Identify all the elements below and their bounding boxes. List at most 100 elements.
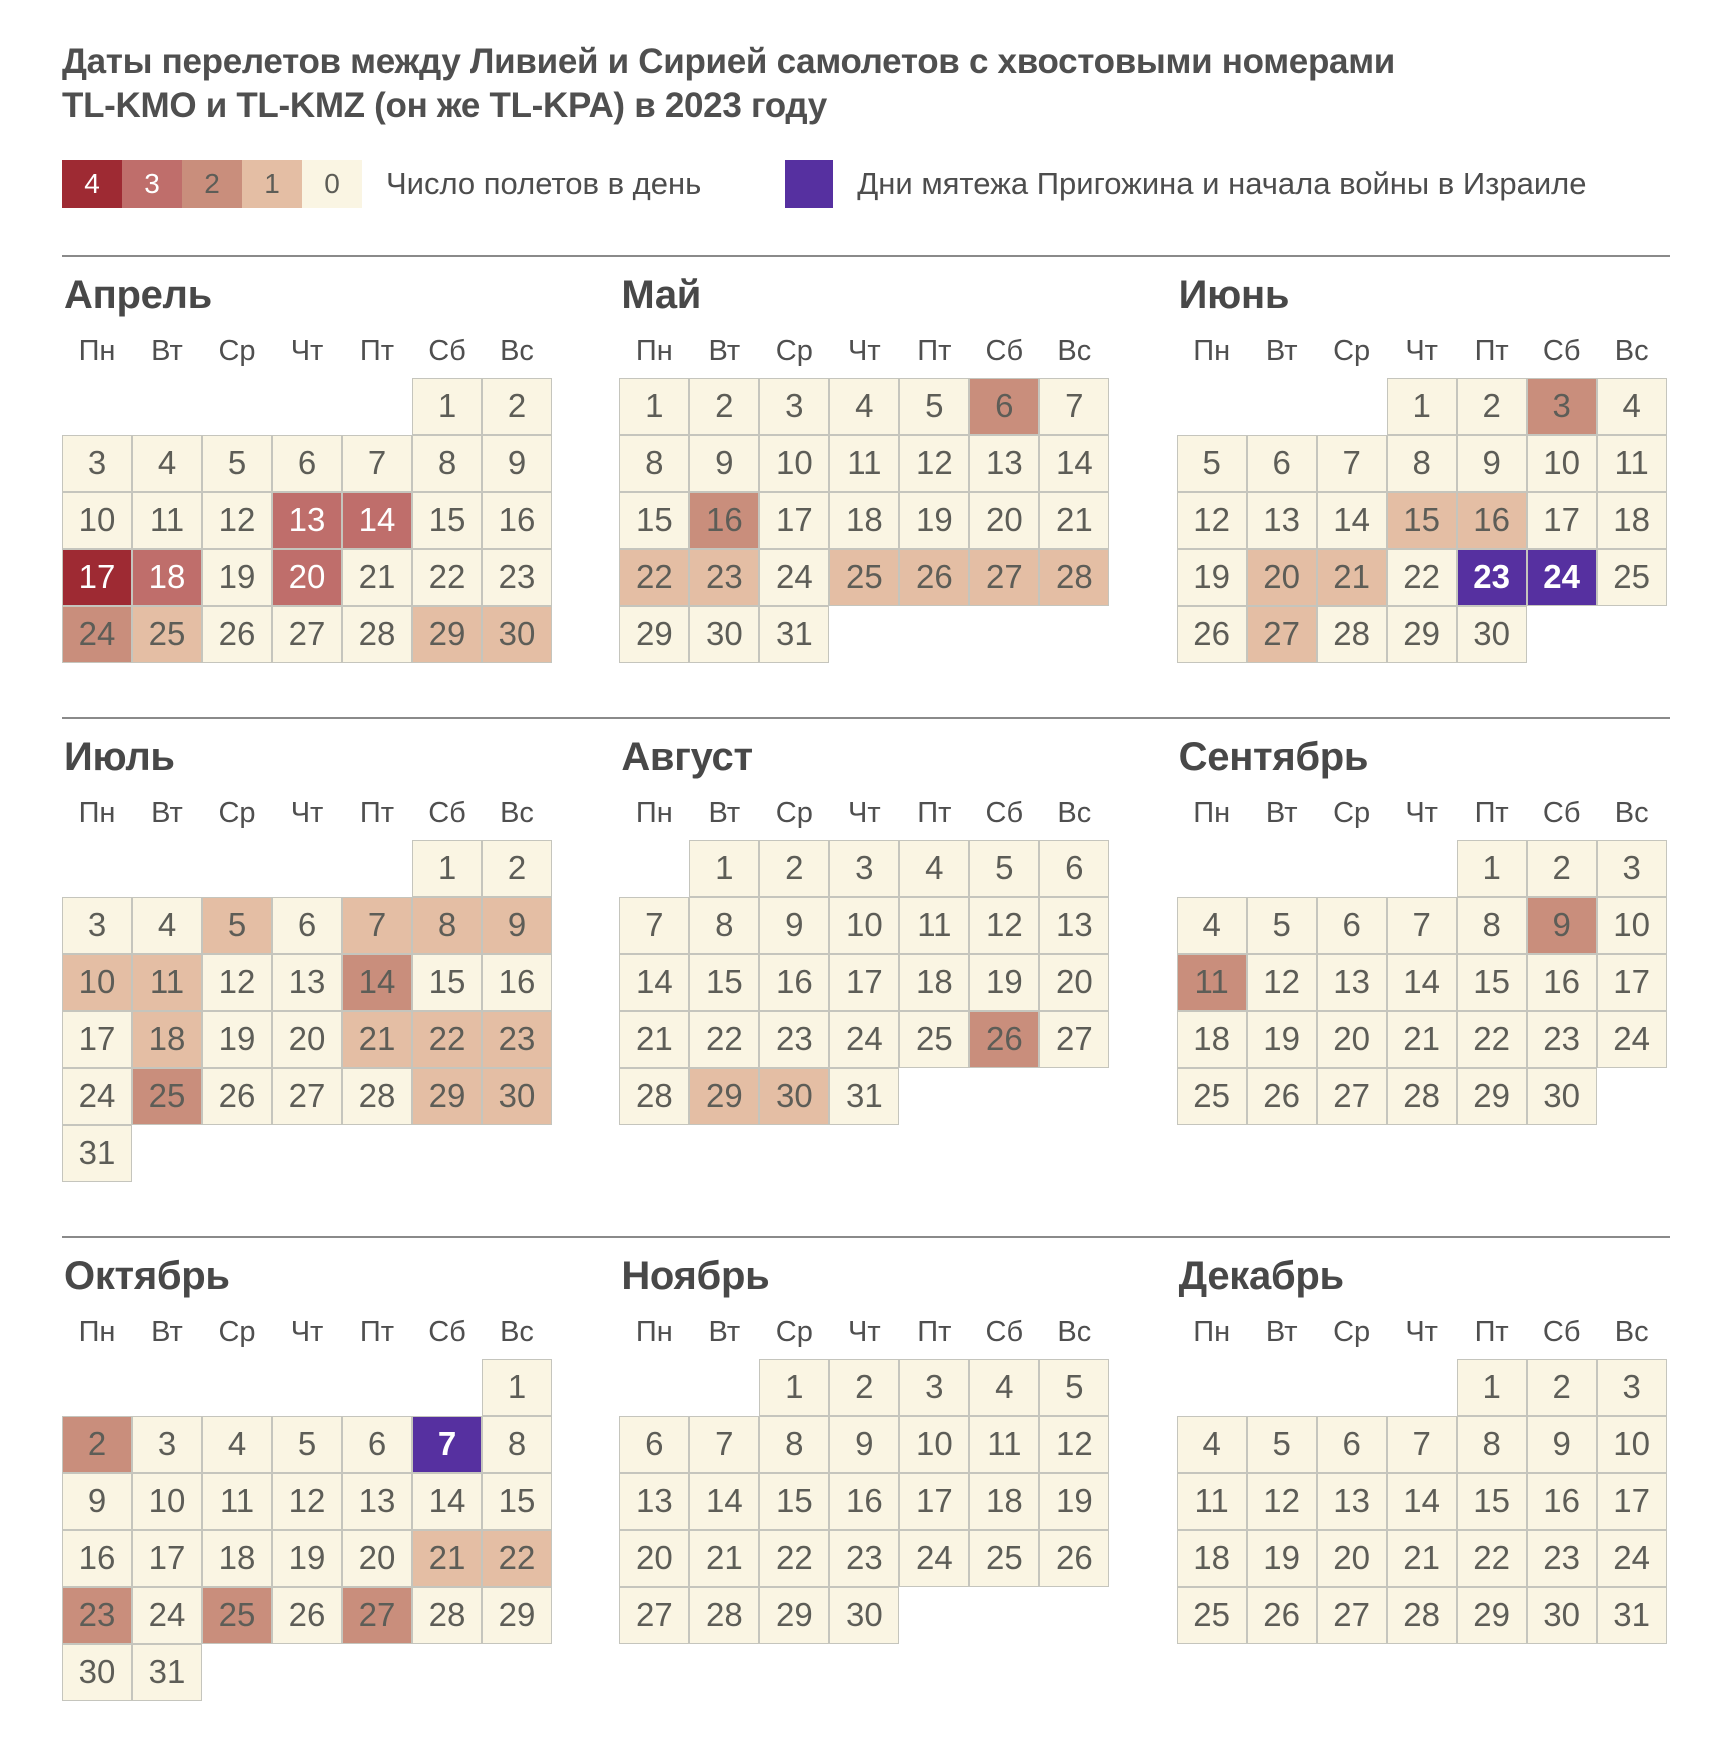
day-cell: 25 [132, 605, 202, 663]
weekday-header: Вт [708, 1315, 741, 1348]
weekday-header: Чт [848, 796, 881, 829]
day-cell: 24 [899, 1529, 970, 1587]
day-placeholder [342, 1359, 412, 1416]
day-cell: 18 [1176, 1529, 1247, 1587]
weekday-header: Чт [290, 334, 324, 367]
day-cell: 28 [619, 1067, 690, 1125]
weekday-header: Вс [500, 334, 534, 367]
month-Июль: Июль Пн Вт Ср Чт Пт Сб Вс 1 2 3 4 5 6 7 8 9 10 11 12 13 14 15 1… [62, 729, 555, 1182]
day-cell: 19 [1246, 1010, 1317, 1068]
day-cell: 8 [759, 1415, 830, 1473]
weekday-header: Пт [917, 334, 952, 367]
day-cell: 25 [969, 1529, 1040, 1587]
day-cell: 29 [412, 1067, 482, 1125]
day-cell: 12 [202, 491, 272, 549]
day-placeholder [62, 840, 132, 897]
day-cell: 1 [689, 839, 760, 897]
day-placeholder [1387, 1359, 1457, 1416]
day-placeholder [62, 378, 132, 435]
day-cell: 10 [62, 953, 132, 1011]
day-cell: 12 [969, 896, 1040, 954]
weekday-header: Ср [775, 796, 813, 829]
weekday-header: Пн [78, 1315, 116, 1348]
day-cell: 30 [829, 1586, 900, 1644]
day-cell: 20 [1316, 1010, 1387, 1068]
legend-special-label: Дни мятежа Пригожина и начала войны в Из… [857, 165, 1587, 201]
day-cell: 7 [1039, 377, 1110, 435]
day-cell: 2 [689, 377, 760, 435]
day-cell: 7 [342, 896, 412, 954]
day-placeholder [1177, 840, 1247, 897]
day-cell-special: 23 [1456, 548, 1527, 606]
weekday-header: Ср [1333, 334, 1371, 367]
day-cell: 30 [689, 605, 760, 663]
day-cell: 13 [1246, 491, 1317, 549]
weekday-header: Вс [1614, 334, 1649, 367]
day-cell: 13 [1039, 896, 1110, 954]
day-cell: 10 [1526, 434, 1597, 492]
day-cell: 11 [1176, 953, 1247, 1011]
day-cell: 9 [759, 896, 830, 954]
day-cell: 11 [1596, 434, 1667, 492]
day-placeholder [342, 378, 412, 435]
month-Декабрь: Декабрь Пн Вт Ср Чт Пт Сб Вс 1 2 3 4 5 6 7 8 9 10 11 12 13 14… [1176, 1248, 1670, 1701]
weekday-header: Пн [635, 796, 673, 829]
day-cell-special: 24 [1526, 548, 1597, 606]
day-cell: 2 [1526, 1358, 1597, 1416]
day-cell: 5 [1039, 1358, 1110, 1416]
day-cell: 27 [1316, 1586, 1387, 1644]
day-cell: 12 [272, 1472, 342, 1530]
day-cell: 10 [62, 491, 132, 549]
day-cell: 26 [202, 1067, 272, 1125]
day-cell-special: 7 [412, 1415, 482, 1473]
day-cell: 6 [1316, 896, 1387, 954]
weekday-header: Пт [359, 796, 395, 829]
day-cell: 1 [412, 839, 482, 897]
month-Октябрь: Октябрь Пн Вт Ср Чт Пт Сб Вс 1 2 3 4 5 6 7 8 9 10 11 12 13 14… [62, 1248, 555, 1701]
weekday-header: Вт [151, 334, 183, 367]
day-placeholder [689, 1359, 759, 1416]
day-cell: 6 [342, 1415, 412, 1473]
day-cell: 24 [829, 1010, 900, 1068]
weekday-header: Пт [359, 1315, 395, 1348]
day-cell: 5 [899, 377, 970, 435]
day-cell: 26 [1176, 605, 1247, 663]
day-cell: 22 [412, 1010, 482, 1068]
day-grid: 1 2 3 4 5 6 7 8 9 10 11 12 13 14 15 16 17 18 19 20 21 22 23 24 2… [619, 839, 1112, 1125]
weekday-header: Пт [359, 334, 395, 367]
day-cell: 12 [1176, 491, 1247, 549]
day-cell: 14 [1386, 1472, 1457, 1530]
day-cell: 31 [1596, 1586, 1667, 1644]
day-placeholder [1247, 378, 1317, 435]
day-cell: 29 [412, 605, 482, 663]
weekday-header: Вт [151, 796, 183, 829]
day-cell: 18 [132, 1010, 202, 1068]
weekday-header: Вс [1614, 796, 1649, 829]
weekday-header: Чт [1405, 796, 1438, 829]
day-cell: 23 [689, 548, 760, 606]
day-placeholder [1247, 1359, 1317, 1416]
day-cell: 11 [1176, 1472, 1247, 1530]
day-cell: 6 [272, 434, 342, 492]
day-cell: 24 [62, 605, 132, 663]
day-cell: 17 [899, 1472, 970, 1530]
day-cell: 16 [759, 953, 830, 1011]
day-cell: 22 [412, 548, 482, 606]
legend-scale-box-1: 1 [242, 159, 302, 208]
weekday-header: Сб [985, 334, 1024, 367]
weekday-header: Ср [775, 334, 813, 367]
day-cell: 13 [342, 1472, 412, 1530]
day-cell: 4 [969, 1358, 1040, 1416]
day-cell: 29 [619, 605, 690, 663]
day-placeholder [132, 378, 202, 435]
day-cell: 23 [759, 1010, 830, 1068]
day-cell: 28 [342, 1067, 412, 1125]
day-cell: 24 [62, 1067, 132, 1125]
day-cell: 15 [1456, 1472, 1527, 1530]
day-cell: 31 [829, 1067, 900, 1125]
day-cell: 13 [1316, 1472, 1387, 1530]
day-cell: 19 [899, 491, 970, 549]
weekday-header: Ср [218, 334, 256, 367]
